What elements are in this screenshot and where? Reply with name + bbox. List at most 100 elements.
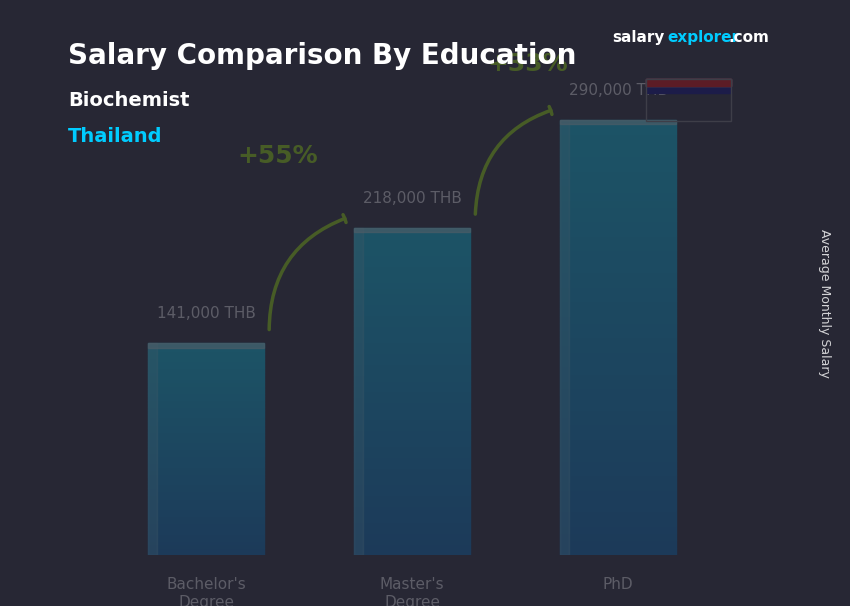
Text: salary: salary [612,30,665,45]
Bar [148,442,264,445]
Bar [148,445,264,449]
Bar [148,499,264,502]
Text: Average Monthly Salary: Average Monthly Salary [818,228,831,378]
Bar [148,484,264,488]
Bar [148,541,264,544]
Bar [646,79,731,86]
Bar [354,408,470,413]
Bar [560,215,676,221]
Bar [646,79,731,86]
Bar [354,501,470,506]
Bar [148,414,264,418]
Bar [354,413,470,419]
Bar [560,149,676,156]
Bar [560,164,676,171]
Bar [148,396,264,400]
Bar [560,374,676,381]
Bar [560,381,676,388]
Bar [148,393,264,396]
Bar [354,528,470,533]
Bar [560,519,676,526]
Bar [354,293,470,299]
Text: +55%: +55% [238,144,319,168]
Bar [560,120,676,124]
Bar [148,470,264,474]
Bar [354,370,470,375]
Bar [148,538,264,541]
Bar [148,435,264,439]
Bar [354,228,470,233]
Bar [148,456,264,460]
Bar [560,207,676,215]
Bar [560,142,676,149]
Bar [560,511,676,519]
Bar [148,460,264,464]
Bar [354,473,470,479]
Bar [354,304,470,310]
Bar [560,178,676,185]
Bar [354,544,470,550]
Bar [148,467,264,470]
Bar [560,185,676,193]
Bar [560,200,676,207]
Bar [560,236,676,243]
Bar [354,277,470,282]
Bar [560,120,570,555]
Bar [148,516,264,520]
Bar [354,397,470,402]
Bar [148,344,264,347]
Bar [560,475,676,482]
Bar [148,495,264,499]
Bar [560,135,676,142]
Bar [148,410,264,414]
Bar [560,417,676,424]
Bar [148,344,264,348]
Bar [148,527,264,530]
Bar [148,439,264,442]
Bar [560,548,676,555]
Bar [354,462,470,468]
Bar [560,316,676,323]
Bar [354,386,470,391]
Bar [148,371,264,375]
Bar [354,419,470,424]
Bar [354,321,470,326]
Text: .com: .com [728,30,769,45]
Bar [560,403,676,410]
Bar [560,345,676,352]
Bar [354,282,470,288]
Bar [560,482,676,490]
Bar [148,544,264,548]
Bar [354,359,470,364]
Bar [354,261,470,266]
Bar [354,353,470,359]
Bar [560,359,676,367]
Text: explorer: explorer [667,30,740,45]
Bar [560,468,676,475]
Bar [354,490,470,495]
Bar [148,505,264,509]
Bar [560,287,676,294]
Bar [560,446,676,453]
Text: 290,000 THB: 290,000 THB [569,83,668,98]
Bar [560,367,676,374]
Bar [354,391,470,397]
Bar [148,347,264,350]
Bar [148,428,264,431]
Bar [560,272,676,279]
Bar [560,301,676,308]
Bar [560,127,676,135]
Bar [148,431,264,435]
Bar [646,79,731,86]
Bar [560,330,676,338]
Bar [148,407,264,410]
Bar [354,364,470,370]
Bar [560,193,676,200]
Bar [354,337,470,342]
Bar [560,323,676,330]
Bar [354,315,470,321]
Bar [560,410,676,417]
Bar [560,497,676,504]
Bar [148,386,264,389]
Bar [148,400,264,404]
